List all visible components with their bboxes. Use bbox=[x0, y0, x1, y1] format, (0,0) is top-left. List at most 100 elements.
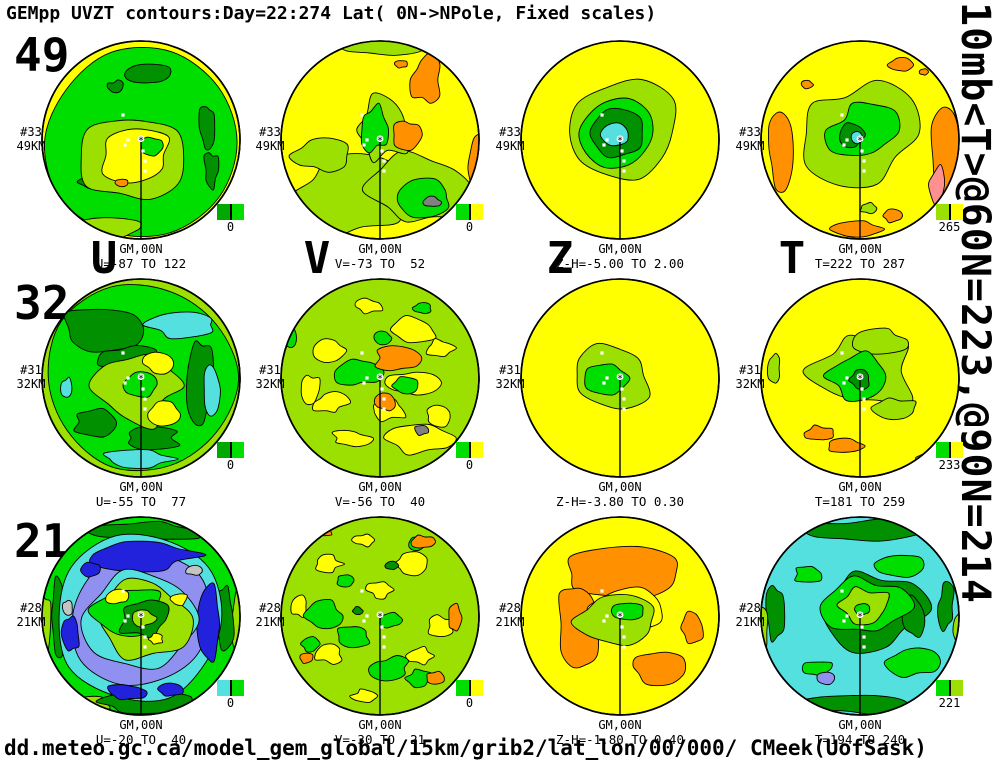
station-dot bbox=[126, 376, 130, 380]
legend-swatch bbox=[936, 204, 963, 220]
value-range-label: U=-20 TO 40 bbox=[95, 732, 187, 748]
station-dot bbox=[620, 149, 624, 153]
station-dot bbox=[121, 589, 125, 593]
station-dot bbox=[862, 397, 866, 401]
legend-value: 265 bbox=[938, 220, 961, 234]
station-dot bbox=[862, 407, 866, 411]
contour-fills bbox=[761, 518, 959, 715]
station-dot bbox=[382, 397, 386, 401]
station-dot bbox=[862, 635, 866, 639]
station-dot bbox=[600, 351, 604, 355]
level-label: 32KM bbox=[735, 376, 765, 391]
value-range-label: V=-30 TO 21 bbox=[334, 732, 426, 748]
station-dot bbox=[602, 381, 606, 385]
station-dot bbox=[143, 407, 147, 411]
field-level-label-v49: #33 49KM bbox=[242, 125, 298, 154]
station-dot bbox=[143, 635, 147, 639]
station-dot bbox=[126, 614, 130, 618]
station-dot bbox=[141, 149, 145, 153]
station-dot bbox=[605, 376, 609, 380]
station-dot bbox=[141, 625, 145, 629]
legend-color-right bbox=[470, 442, 483, 458]
station-dot bbox=[860, 625, 864, 629]
field-level-label-t32: #31 32KM bbox=[722, 363, 778, 392]
field-level-label-t21: #28 21KM bbox=[722, 601, 778, 630]
level-label: 49KM bbox=[16, 138, 46, 153]
station-dot bbox=[845, 376, 849, 380]
station-dot bbox=[121, 351, 125, 355]
grid-label: GM,00N bbox=[119, 480, 163, 494]
plot-caption-u32: GM,00N U=-55 TO 77 bbox=[31, 480, 251, 510]
field-index: #33 bbox=[259, 125, 281, 139]
legend-color-right bbox=[231, 680, 244, 696]
station-dot bbox=[382, 645, 386, 649]
legend-value: 0 bbox=[226, 458, 235, 472]
contour-plot-u21: * bbox=[41, 516, 241, 716]
station-dot bbox=[840, 589, 844, 593]
field-index: #33 bbox=[20, 125, 42, 139]
level-label: 21KM bbox=[495, 614, 525, 629]
legend-u49: 0 bbox=[217, 204, 244, 234]
contour-plot-z49: * bbox=[520, 40, 720, 240]
plot-caption-z21: GM,00N Z-H=-1.80 TO 0.40 bbox=[510, 718, 730, 747]
footer-url: dd.meteo.gc.ca/model_gem_global/15km/gri… bbox=[4, 736, 927, 760]
station-dot bbox=[362, 381, 366, 385]
station-dot bbox=[380, 625, 384, 629]
grid-label: GM,00N bbox=[119, 242, 163, 256]
contour-plot-t32: * bbox=[760, 278, 960, 478]
contour-fills bbox=[558, 545, 704, 687]
field-level-label-t49: #33 49KM bbox=[722, 125, 778, 154]
station-dot bbox=[143, 159, 147, 163]
field-index: #33 bbox=[499, 125, 521, 139]
legend-value: 0 bbox=[465, 696, 474, 710]
legend-swatch bbox=[217, 680, 244, 696]
field-index: #33 bbox=[739, 125, 761, 139]
field-level-label-z32: #31 32KM bbox=[482, 363, 538, 392]
station-dot bbox=[362, 619, 366, 623]
station-dot bbox=[622, 169, 626, 173]
level-label: 32KM bbox=[255, 376, 285, 391]
station-dot bbox=[842, 381, 846, 385]
plot-caption-u49: GM,00N U=-87 TO 122 bbox=[31, 242, 251, 272]
grid-label: GM,00N bbox=[838, 480, 882, 494]
station-dot bbox=[860, 387, 864, 391]
station-dot bbox=[123, 381, 127, 385]
station-dot bbox=[365, 138, 369, 142]
station-dot bbox=[620, 387, 624, 391]
legend-t49: 265 bbox=[936, 204, 963, 234]
station-dot bbox=[622, 645, 626, 649]
field-index: #28 bbox=[499, 601, 521, 615]
value-range-label: Z-H=-3.80 TO 0.30 bbox=[556, 494, 684, 510]
legend-u21: 0 bbox=[217, 680, 244, 710]
legend-swatch bbox=[217, 442, 244, 458]
station-dot bbox=[382, 159, 386, 163]
plot-caption-z32: GM,00N Z-H=-3.80 TO 0.30 bbox=[510, 480, 730, 510]
station-dot bbox=[600, 113, 604, 117]
level-label: 32KM bbox=[16, 376, 46, 391]
station-dot bbox=[622, 407, 626, 411]
level-label: 21KM bbox=[255, 614, 285, 629]
value-range-label: U=-55 TO 77 bbox=[95, 494, 187, 510]
contour-plot-v21: * bbox=[280, 516, 480, 716]
legend-v21: 0 bbox=[456, 680, 483, 710]
legend-swatch bbox=[936, 442, 963, 458]
pole-marker: * bbox=[617, 612, 623, 623]
station-dot bbox=[126, 138, 130, 142]
legend-color-left bbox=[456, 442, 469, 458]
field-index: #31 bbox=[259, 363, 281, 377]
station-dot bbox=[382, 169, 386, 173]
level-label: 49KM bbox=[735, 138, 765, 153]
pole-marker: * bbox=[377, 374, 383, 385]
station-dot bbox=[605, 614, 609, 618]
pole-marker: * bbox=[857, 374, 863, 385]
grid-label: GM,00N bbox=[838, 242, 882, 256]
pole-marker: * bbox=[857, 612, 863, 623]
legend-value: 0 bbox=[465, 220, 474, 234]
value-range-label: U=-87 TO 122 bbox=[95, 256, 187, 272]
grid-label: GM,00N bbox=[358, 242, 402, 256]
pole-marker: * bbox=[617, 136, 623, 147]
legend-t21: 221 bbox=[936, 680, 963, 710]
field-level-label-z21: #28 21KM bbox=[482, 601, 538, 630]
column-label-t: T bbox=[778, 233, 806, 284]
